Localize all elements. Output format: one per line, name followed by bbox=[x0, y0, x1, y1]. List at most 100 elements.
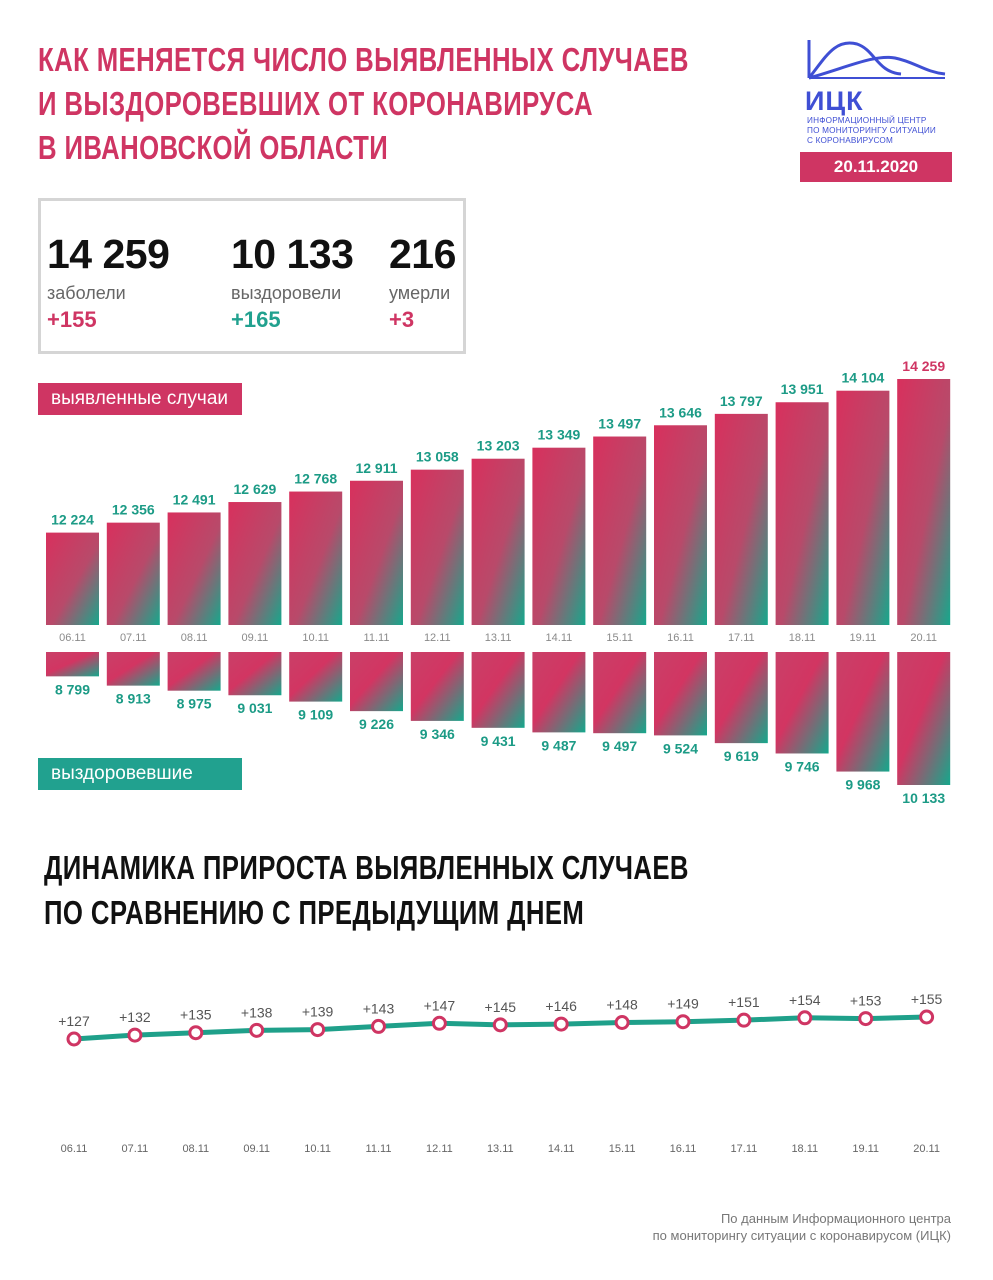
line-point-12.11 bbox=[431, 1015, 447, 1031]
line-x-tick-label: 12.11 bbox=[426, 1143, 453, 1155]
bar-recovered-label: 9 226 bbox=[359, 716, 394, 732]
bar-recovered-label: 8 799 bbox=[55, 681, 90, 697]
line-point-11.11 bbox=[371, 1018, 386, 1034]
stat-infected-value: 14 259 bbox=[47, 231, 170, 277]
bar-recovered-17.11 bbox=[714, 652, 768, 744]
line-x-tick-label: 14.11 bbox=[548, 1143, 575, 1155]
line-point-19.11 bbox=[858, 1011, 874, 1027]
line-x-tick-label: 20.11 bbox=[913, 1143, 940, 1155]
line-point-13.11 bbox=[492, 1017, 508, 1033]
stat-deaths-label: умерли bbox=[389, 283, 451, 303]
bar-cases-10.11 bbox=[289, 491, 343, 625]
bar-recovered-label: 9 619 bbox=[724, 748, 759, 764]
bar-category-label: 08.11 bbox=[181, 632, 208, 644]
bar-category-label: 19.11 bbox=[850, 632, 877, 644]
line-point-17.11 bbox=[736, 1012, 752, 1028]
logo-name: ИЦК bbox=[805, 86, 864, 116]
bar-recovered-16.11 bbox=[654, 652, 707, 736]
line-point-label: +151 bbox=[728, 994, 760, 1010]
bar-cases-18.11 bbox=[775, 402, 829, 625]
line-point-09.11 bbox=[249, 1022, 265, 1038]
source-note: По данным Информационного центра по мони… bbox=[653, 1210, 951, 1244]
bar-category-label: 07.11 bbox=[120, 632, 147, 644]
line-x-tick-label: 16.11 bbox=[670, 1143, 697, 1155]
stat-infected: 14 259 заболели +155 bbox=[47, 231, 170, 333]
bar-cases-label: 13 058 bbox=[416, 449, 459, 465]
bar-recovered-10.11 bbox=[289, 652, 343, 702]
title-line-3: В ИВАНОВСКОЙ ОБЛАСТИ bbox=[38, 129, 389, 166]
bar-cases-label: 12 224 bbox=[51, 512, 94, 528]
bar-category-label: 12.11 bbox=[424, 632, 451, 644]
stat-recovered: 10 133 выздоровели +165 bbox=[231, 231, 354, 333]
bar-recovered-label: 9 497 bbox=[602, 738, 637, 754]
bar-category-label: 18.11 bbox=[789, 632, 816, 644]
stat-deaths-value: 216 bbox=[389, 231, 456, 277]
line-point-label: +127 bbox=[58, 1013, 90, 1029]
line-point-06.11 bbox=[66, 1031, 82, 1047]
bar-category-label: 20.11 bbox=[910, 632, 937, 644]
bar-cases-15.11 bbox=[593, 436, 647, 625]
bar-recovered-15.11 bbox=[593, 652, 647, 734]
bar-category-label: 09.11 bbox=[242, 632, 269, 644]
line-point-label: +135 bbox=[180, 1007, 212, 1023]
bar-category-label: 10.11 bbox=[302, 632, 329, 644]
logo-wave-icon bbox=[807, 40, 946, 80]
line-x-tick-label: 11.11 bbox=[366, 1143, 392, 1155]
bar-cases-16.11 bbox=[654, 425, 707, 625]
line-x-tick-label: 08.11 bbox=[182, 1143, 209, 1155]
bar-recovered-19.11 bbox=[836, 652, 890, 772]
bar-cases-label: 14 259 bbox=[902, 358, 945, 374]
bar-recovered-label: 10 133 bbox=[902, 790, 945, 806]
stat-recovered-label: выздоровели bbox=[231, 283, 342, 303]
date-badge: 20.11.2020 bbox=[800, 152, 952, 182]
stat-deaths: 216 умерли +3 bbox=[389, 231, 456, 333]
bar-recovered-label: 9 346 bbox=[420, 726, 455, 742]
line-point-18.11 bbox=[797, 1010, 813, 1026]
series-label-cases: выявленные случаи bbox=[38, 383, 242, 415]
line-chart: +127 06.11 +132 07.11 +135 08.11 +138 09.11 +139… bbox=[58, 991, 942, 1155]
bar-recovered-11.11 bbox=[350, 652, 403, 712]
bar-cases-07.11 bbox=[106, 522, 160, 625]
bar-recovered-label: 9 746 bbox=[785, 758, 820, 774]
bar-category-label: 15.11 bbox=[606, 632, 633, 644]
line-x-tick-label: 13.11 bbox=[487, 1143, 514, 1155]
bar-recovered-label: 9 968 bbox=[845, 777, 880, 793]
bar-recovered-08.11 bbox=[167, 652, 221, 691]
bar-cases-06.11 bbox=[46, 532, 99, 625]
bar-chart: 12 224 06.11 8 799 12 356 07.11 8 913 12 491 08… bbox=[46, 358, 951, 806]
line-x-tick-label: 19.11 bbox=[852, 1143, 879, 1155]
line-x-tick-label: 18.11 bbox=[791, 1143, 818, 1155]
stat-recovered-value: 10 133 bbox=[231, 231, 354, 277]
line-chart-title-line-1: ДИНАМИКА ПРИРОСТА ВЫЯВЛЕННЫХ СЛУЧАЕВ bbox=[44, 849, 689, 886]
line-x-tick-label: 17.11 bbox=[731, 1143, 758, 1155]
line-point-20.11 bbox=[919, 1009, 935, 1025]
bar-cases-label: 12 768 bbox=[294, 471, 337, 487]
bar-cases-13.11 bbox=[471, 458, 525, 625]
logo-subtitle-line-3: С КОРОНАВИРУСОМ bbox=[807, 136, 894, 145]
line-point-label: +132 bbox=[119, 1009, 151, 1025]
bar-cases-label: 13 951 bbox=[781, 381, 824, 397]
line-point-label: +155 bbox=[911, 991, 943, 1007]
bar-cases-14.11 bbox=[532, 447, 586, 625]
line-point-label: +146 bbox=[545, 998, 577, 1014]
line-point-10.11 bbox=[310, 1022, 326, 1038]
source-line-1: По данным Информационного центра bbox=[720, 1211, 951, 1226]
stat-deaths-delta: +3 bbox=[389, 307, 415, 332]
logo-subtitle: ИНФОРМАЦИОННЫЙ ЦЕНТР ПО МОНИТОРИНГУ СИТУ… bbox=[807, 116, 957, 146]
bar-cases-label: 12 911 bbox=[355, 460, 397, 476]
bar-cases-label: 13 646 bbox=[659, 404, 702, 420]
bar-recovered-label: 9 031 bbox=[237, 700, 272, 716]
bar-cases-label: 14 104 bbox=[841, 370, 884, 386]
line-point-16.11 bbox=[675, 1014, 691, 1030]
bar-category-label: 06.11 bbox=[59, 632, 86, 644]
line-point-15.11 bbox=[614, 1015, 630, 1030]
bar-cases-17.11 bbox=[714, 413, 768, 625]
logo: ИЦК ИНФОРМАЦИОННЫЙ ЦЕНТР ПО МОНИТОРИНГУ … bbox=[805, 38, 955, 145]
bar-recovered-18.11 bbox=[775, 652, 829, 754]
bar-cases-11.11 bbox=[350, 480, 403, 625]
bar-recovered-label: 9 109 bbox=[298, 707, 333, 723]
bar-cases-08.11 bbox=[167, 512, 221, 625]
line-point-label: +139 bbox=[302, 1004, 334, 1020]
line-x-tick-label: 10.11 bbox=[304, 1143, 331, 1155]
